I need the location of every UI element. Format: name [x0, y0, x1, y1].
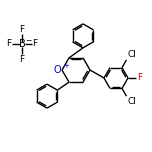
Text: F: F: [137, 74, 142, 83]
Text: +: +: [64, 64, 69, 69]
Text: Cl: Cl: [127, 97, 136, 106]
Text: F: F: [19, 55, 25, 64]
Text: F: F: [33, 40, 38, 48]
Text: Cl: Cl: [127, 50, 136, 59]
Text: F: F: [6, 40, 12, 48]
Text: F: F: [19, 24, 25, 33]
Text: B: B: [19, 39, 25, 49]
Text: O: O: [53, 65, 61, 75]
Text: −: −: [25, 36, 31, 45]
